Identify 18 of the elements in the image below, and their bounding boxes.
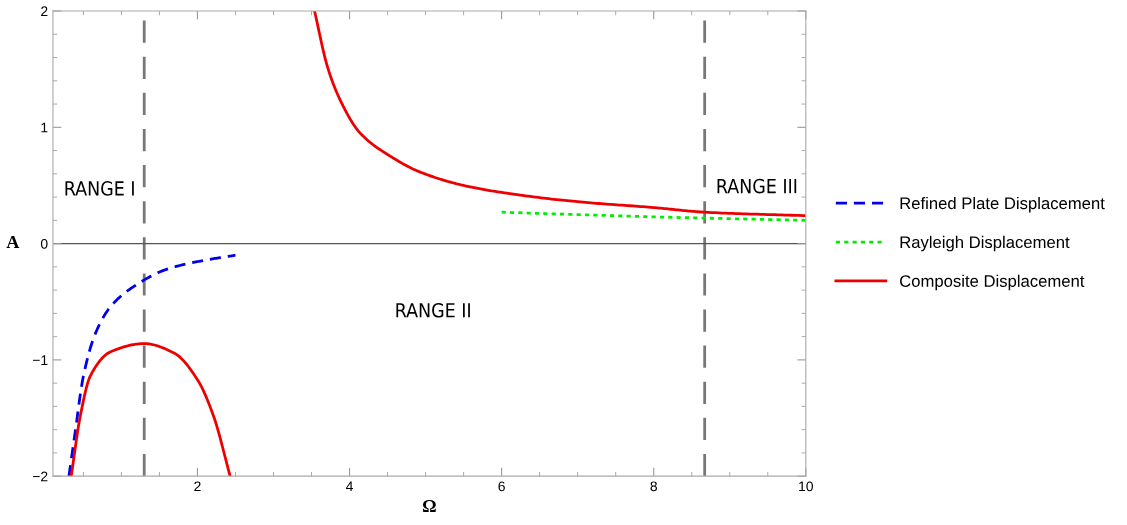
y-tick-label: −2: [32, 471, 48, 482]
y-axis-title: A: [6, 236, 20, 248]
x-axis-title: Ω: [422, 500, 436, 513]
legend-label: Rayleigh Displacement: [900, 235, 1070, 252]
x-tick-label: 6: [498, 481, 505, 492]
x-tick-label: 2: [194, 481, 201, 492]
annotation: RANGE III: [717, 178, 797, 194]
legend-label: Composite Displacement: [900, 274, 1085, 291]
y-tick-label: −1: [32, 355, 48, 365]
y-tick-label: 2: [41, 6, 48, 17]
y-tick-label: 1: [41, 122, 48, 133]
x-tick-label: 8: [650, 481, 657, 492]
annotation: RANGE I: [65, 181, 134, 196]
x-tick-label: 4: [346, 481, 353, 492]
legend-label: Refined Plate Displacement: [900, 196, 1105, 213]
annotation: RANGE II: [396, 302, 470, 318]
x-tick-label: 10: [799, 481, 813, 492]
y-tick-label: 0: [40, 238, 48, 249]
